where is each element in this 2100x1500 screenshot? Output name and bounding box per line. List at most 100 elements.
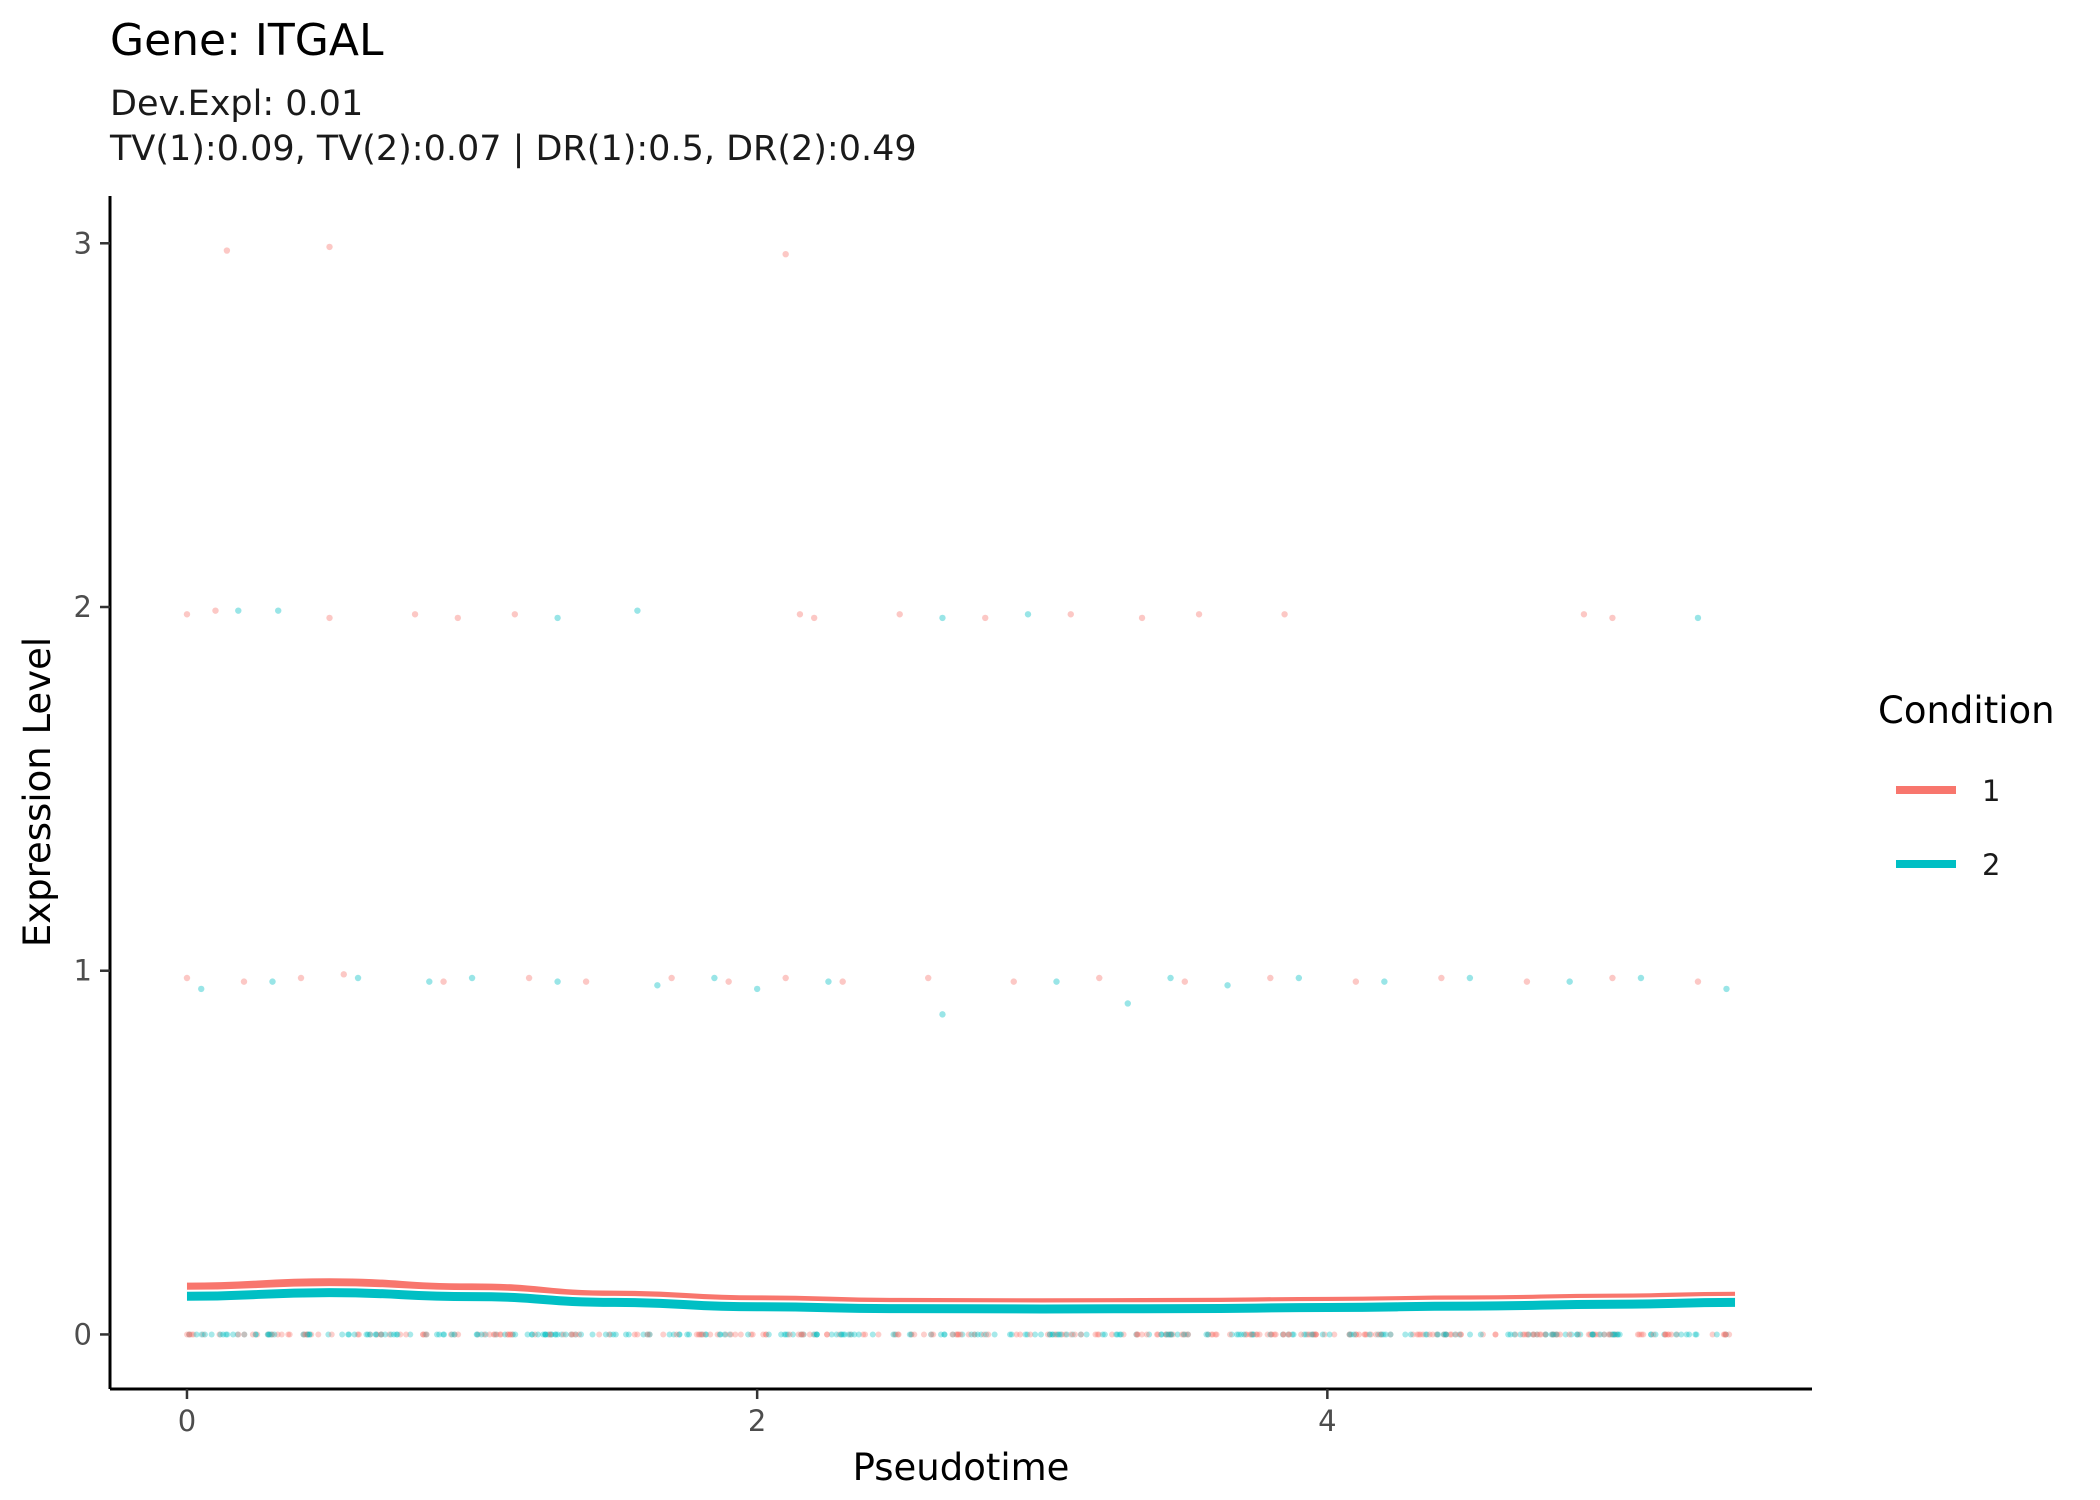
zero-point [1378, 1331, 1385, 1338]
zero-point [475, 1331, 482, 1338]
zero-point [1536, 1331, 1543, 1338]
zero-point [1662, 1331, 1669, 1338]
data-point [668, 974, 675, 982]
data-point [896, 611, 903, 618]
zero-point [1577, 1331, 1584, 1338]
data-point [326, 614, 333, 622]
zero-point [855, 1331, 862, 1338]
zero-point [1448, 1331, 1455, 1338]
zero-point [1285, 1331, 1292, 1338]
zero-point [1434, 1331, 1441, 1338]
zero-point [252, 1331, 259, 1338]
zero-point [1361, 1331, 1368, 1338]
data-point [183, 974, 191, 982]
data-point [554, 978, 561, 985]
zero-point [1226, 1331, 1233, 1338]
zero-point [622, 1331, 629, 1338]
zero-point [1116, 1331, 1123, 1338]
zero-point [726, 1331, 733, 1338]
zero-point [1609, 1331, 1616, 1338]
zero-point [1301, 1331, 1308, 1338]
zero-point [1648, 1331, 1655, 1338]
zero-point [1542, 1331, 1549, 1338]
zero-point [1443, 1331, 1450, 1338]
zero-point [1099, 1331, 1106, 1338]
zero-point [1285, 1331, 1292, 1338]
zero-point [589, 1331, 596, 1338]
zero-point [959, 1331, 966, 1338]
data-point [1267, 974, 1274, 982]
zero-point [1268, 1331, 1275, 1338]
zero-point [1037, 1331, 1044, 1338]
zero-point [1597, 1331, 1604, 1338]
zero-point [1308, 1331, 1315, 1338]
zero-point [403, 1331, 410, 1338]
zero-point [1049, 1331, 1056, 1338]
zero-point [545, 1331, 552, 1338]
zero-point [991, 1331, 998, 1338]
zero-point [363, 1331, 370, 1338]
zero-point [1549, 1331, 1556, 1338]
zero-point [186, 1331, 193, 1338]
data-point [810, 614, 818, 622]
zero-point [198, 1331, 205, 1338]
zero-point [1203, 1331, 1210, 1338]
zero-point [646, 1331, 653, 1338]
data-point [269, 978, 276, 985]
zero-point [928, 1331, 935, 1338]
zero-point [1492, 1331, 1499, 1338]
zero-point [1529, 1331, 1536, 1338]
zero-point [1479, 1331, 1486, 1338]
zero-point [378, 1331, 385, 1338]
zero-point [800, 1331, 807, 1338]
zero-point [1435, 1331, 1442, 1338]
zero-point [509, 1331, 516, 1338]
zero-point [1525, 1331, 1532, 1338]
zero-point [1062, 1331, 1069, 1338]
zero-point [1673, 1331, 1680, 1338]
zero-point [1279, 1331, 1286, 1338]
zero-point [1241, 1331, 1248, 1338]
zero-point [1456, 1331, 1463, 1338]
zero-point [1550, 1331, 1557, 1338]
zero-point [890, 1331, 897, 1338]
zero-point [554, 1331, 561, 1338]
chart-title: Gene: ITGAL [110, 15, 384, 66]
zero-point [684, 1331, 691, 1338]
zero-point [1415, 1331, 1422, 1338]
zero-point [1376, 1331, 1383, 1338]
zero-point [1286, 1331, 1293, 1338]
zero-point [714, 1331, 721, 1338]
zero-point [367, 1331, 374, 1338]
zero-point [828, 1331, 835, 1338]
zero-point [1592, 1331, 1599, 1338]
zero-point [568, 1331, 575, 1338]
zero-point [1440, 1331, 1447, 1338]
zero-point [851, 1331, 858, 1338]
zero-point [930, 1331, 937, 1338]
zero-point [1184, 1331, 1191, 1338]
zero-point [1289, 1331, 1296, 1338]
zero-point [707, 1331, 714, 1338]
data-point [411, 611, 419, 618]
zero-point [762, 1331, 769, 1338]
zero-point [660, 1331, 667, 1338]
zero-point [1591, 1331, 1598, 1338]
zero-point [1243, 1331, 1250, 1338]
zero-point [223, 1331, 230, 1338]
zero-point [509, 1331, 516, 1338]
data-point [1694, 978, 1702, 985]
zero-point [841, 1331, 848, 1338]
data-point [468, 974, 476, 982]
zero-point [646, 1331, 653, 1338]
zero-point [1298, 1331, 1305, 1338]
data-point [753, 985, 761, 993]
zero-point [908, 1331, 915, 1338]
zero-point [1443, 1331, 1450, 1338]
zero-point [1069, 1331, 1076, 1338]
zero-point [386, 1331, 393, 1338]
zero-point [188, 1331, 195, 1338]
zero-point [1268, 1331, 1275, 1338]
zero-point [1056, 1331, 1063, 1338]
data-point [1167, 974, 1174, 982]
